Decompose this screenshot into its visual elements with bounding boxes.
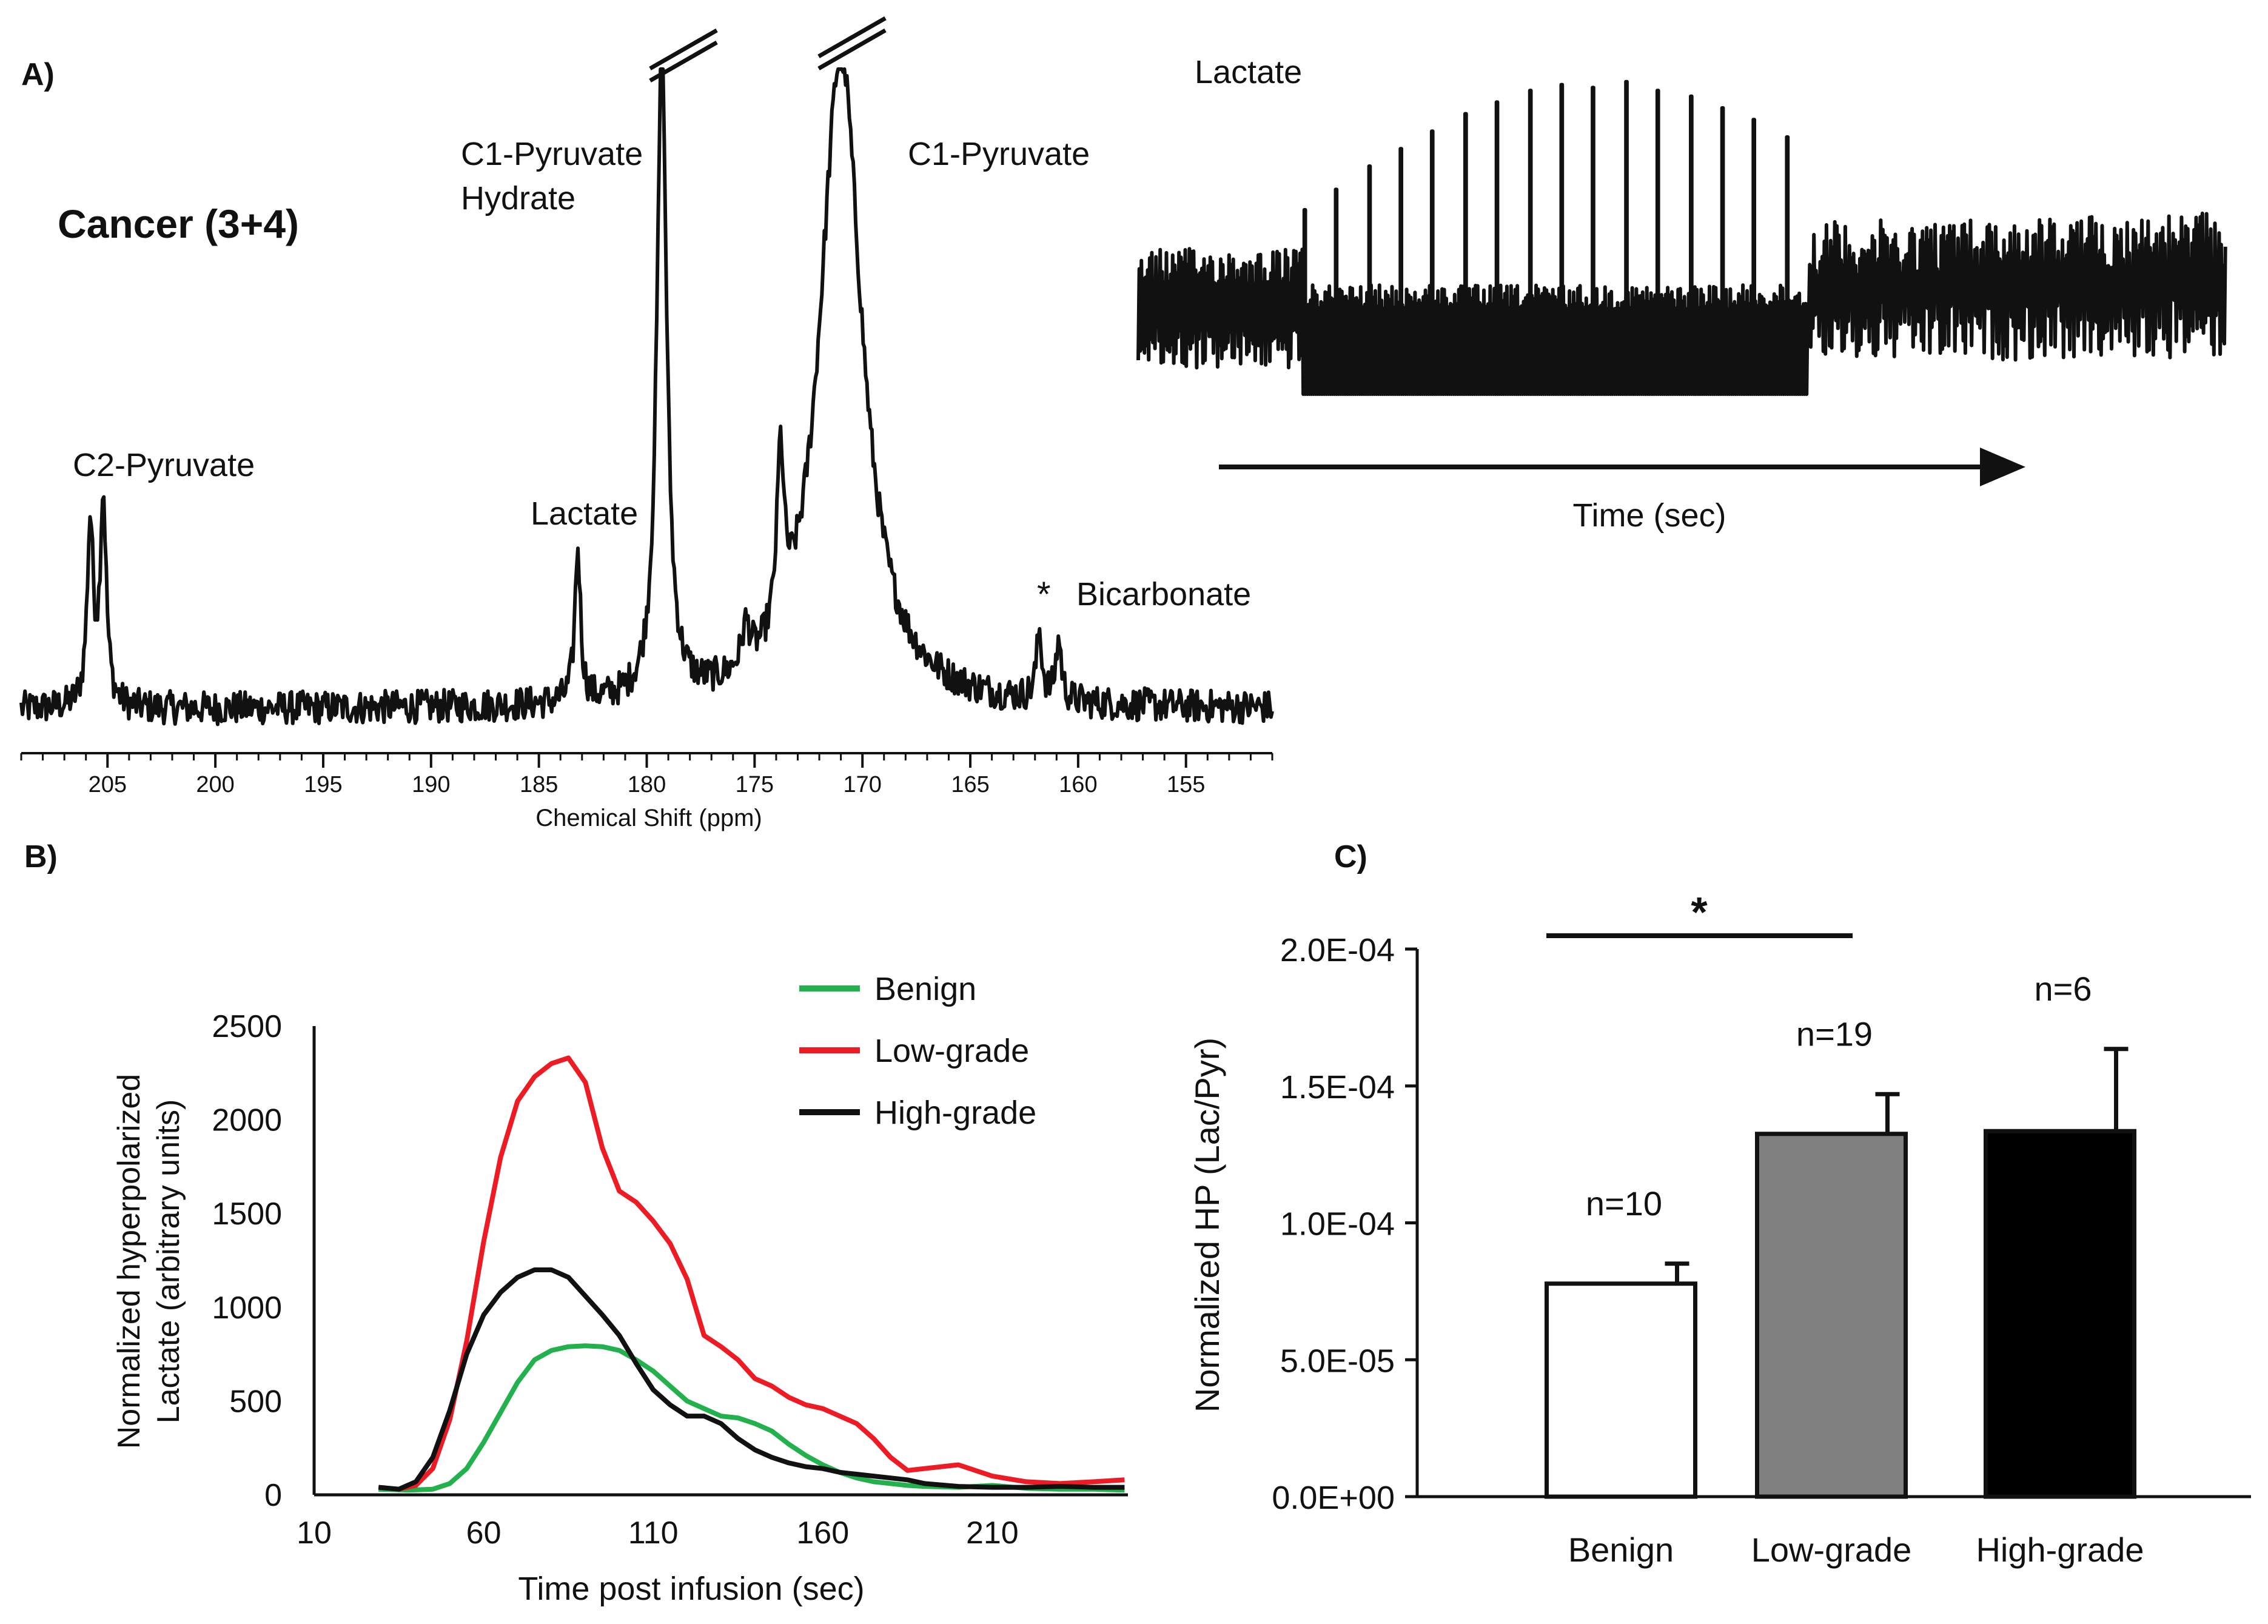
- c-y-tick-label: 1.0E-04: [1280, 1206, 1395, 1243]
- c-n-label: n=6: [2035, 970, 2092, 1008]
- spectrum-line: [19, 67, 1274, 726]
- spectrum-tick-label: 175: [736, 772, 774, 797]
- spectrum-tick-label: 155: [1167, 772, 1205, 797]
- b-series-high-grade: [378, 1267, 1125, 1492]
- b-x-tick-label: 110: [628, 1515, 679, 1551]
- b-y-tick-label: 0: [264, 1478, 282, 1513]
- time-axis-label: Time (sec): [1573, 497, 1726, 534]
- spectrum-tick-label: 200: [196, 772, 234, 797]
- spectrum-tick-label: 160: [1059, 772, 1097, 797]
- panel-label-c: C): [1334, 839, 1367, 874]
- b-y-tick-label: 2000: [212, 1103, 282, 1138]
- b-x-tick-label: 210: [966, 1515, 1019, 1551]
- spectrum-tick-label: 195: [304, 772, 342, 797]
- panel-label-a: A): [21, 57, 55, 92]
- spectrum-chart: Cancer (3+4) 205 200 195 190 185 180 175 170 165…: [19, 16, 1274, 831]
- c-bar-low-grade: [1755, 1132, 1908, 1499]
- time-arrow-head: [1980, 448, 2025, 486]
- panel-label-b: B): [24, 839, 58, 874]
- break-mark: [817, 28, 887, 71]
- break-mark: [649, 40, 718, 83]
- c-bars: Benign n=10 Low-grade n=19 High-grade n=6: [1545, 970, 2144, 1569]
- spectrum-title: Cancer (3+4): [58, 201, 299, 246]
- spectrum-tick-label: 190: [412, 772, 450, 797]
- b-legend-label: Benign: [874, 971, 976, 1007]
- annotation-c1-pyruvate-hydrate-line2: Hydrate: [461, 180, 575, 216]
- b-series-low-grade: [378, 1055, 1125, 1492]
- c-bar-high-grade: [1984, 1129, 2136, 1499]
- c-category-label: Low-grade: [1751, 1531, 1912, 1569]
- c-y-tick-label: 2.0E-04: [1280, 932, 1395, 968]
- b-x-ticks: 10 60 110 160 210: [297, 1515, 1019, 1551]
- annotation-c1-pyruvate: C1-Pyruvate: [908, 136, 1090, 172]
- b-x-tick-label: 10: [297, 1515, 332, 1551]
- dynamic-lactate-chart: Lactate Time (sec): [1136, 54, 2227, 534]
- dynamic-lactate-trace: [1136, 79, 2227, 396]
- b-y-ticks: 0 500 1000 1500 2000 2500: [212, 1009, 282, 1513]
- spectrum-tick-label: 180: [628, 772, 666, 797]
- b-y-axis-label-line1: Normalized hyperpolarized: [112, 1074, 147, 1449]
- spectrum-tick-label: 205: [89, 772, 127, 797]
- annotation-bicarbonate: Bicarbonate: [1076, 576, 1251, 612]
- b-legend: Benign Low-grade High-grade: [799, 971, 1036, 1131]
- c-bar-benign: [1545, 1281, 1697, 1499]
- time-curves-chart: 0 500 1000 1500 2000 2500 10 60 110 160 210 Time …: [112, 971, 1128, 1607]
- c-y-tick-label: 5.0E-05: [1280, 1343, 1395, 1379]
- spectrum-tick-label: 185: [520, 772, 558, 797]
- b-y-tick-label: 500: [229, 1384, 282, 1419]
- c-category-label: High-grade: [1976, 1531, 2144, 1569]
- c-n-label: n=19: [1796, 1015, 1873, 1053]
- b-y-tick-label: 1000: [212, 1290, 282, 1326]
- spectrum-tick-label: 170: [843, 772, 881, 797]
- break-mark: [649, 28, 718, 71]
- c-y-ticks: 0.0E+00 5.0E-05 1.0E-04 1.5E-04 2.0E-04: [1272, 932, 1417, 1516]
- b-legend-label: High-grade: [874, 1095, 1036, 1131]
- annotation-lactate: Lactate: [531, 495, 638, 532]
- peak-break-marks: [649, 16, 887, 83]
- c-n-label: n=10: [1586, 1184, 1662, 1223]
- b-legend-label: Low-grade: [874, 1033, 1029, 1069]
- b-x-axis-label: Time post infusion (sec): [518, 1571, 864, 1607]
- b-series-lines: [378, 1055, 1125, 1493]
- c-y-tick-label: 1.5E-04: [1280, 1069, 1395, 1106]
- b-series-benign: [378, 1343, 1125, 1493]
- c-y-tick-label: 0.0E+00: [1272, 1480, 1395, 1516]
- c-category-label: Benign: [1568, 1531, 1674, 1569]
- annotation-c2-pyruvate: C2-Pyruvate: [73, 447, 255, 483]
- b-x-tick-label: 160: [796, 1515, 849, 1551]
- spectrum-tick-label: 165: [951, 772, 989, 797]
- dynamic-title: Lactate: [1195, 54, 1302, 90]
- break-mark: [817, 16, 887, 59]
- b-y-tick-label: 2500: [212, 1009, 282, 1044]
- spectrum-x-axis-label: Chemical Shift (ppm): [535, 805, 762, 831]
- b-y-tick-label: 1500: [212, 1196, 282, 1232]
- bar-chart: 0.0E+00 5.0E-05 1.0E-04 1.5E-04 2.0E-04 Beni…: [1188, 888, 2251, 1569]
- c-y-axis-label: Normalized HP (Lac/Pyr): [1188, 1038, 1226, 1412]
- significance-asterisk: *: [1691, 888, 1708, 936]
- annotation-asterisk: *: [1037, 575, 1051, 614]
- annotation-c1-pyruvate-hydrate-line1: C1-Pyruvate: [461, 136, 643, 172]
- b-y-axis-label-line2: Lactate (arbitrary units): [151, 1099, 186, 1424]
- spectrum-x-ticks: 205 200 195 190 185 180 175 170 165 160 155: [20, 753, 1273, 797]
- b-x-tick-label: 60: [466, 1515, 502, 1551]
